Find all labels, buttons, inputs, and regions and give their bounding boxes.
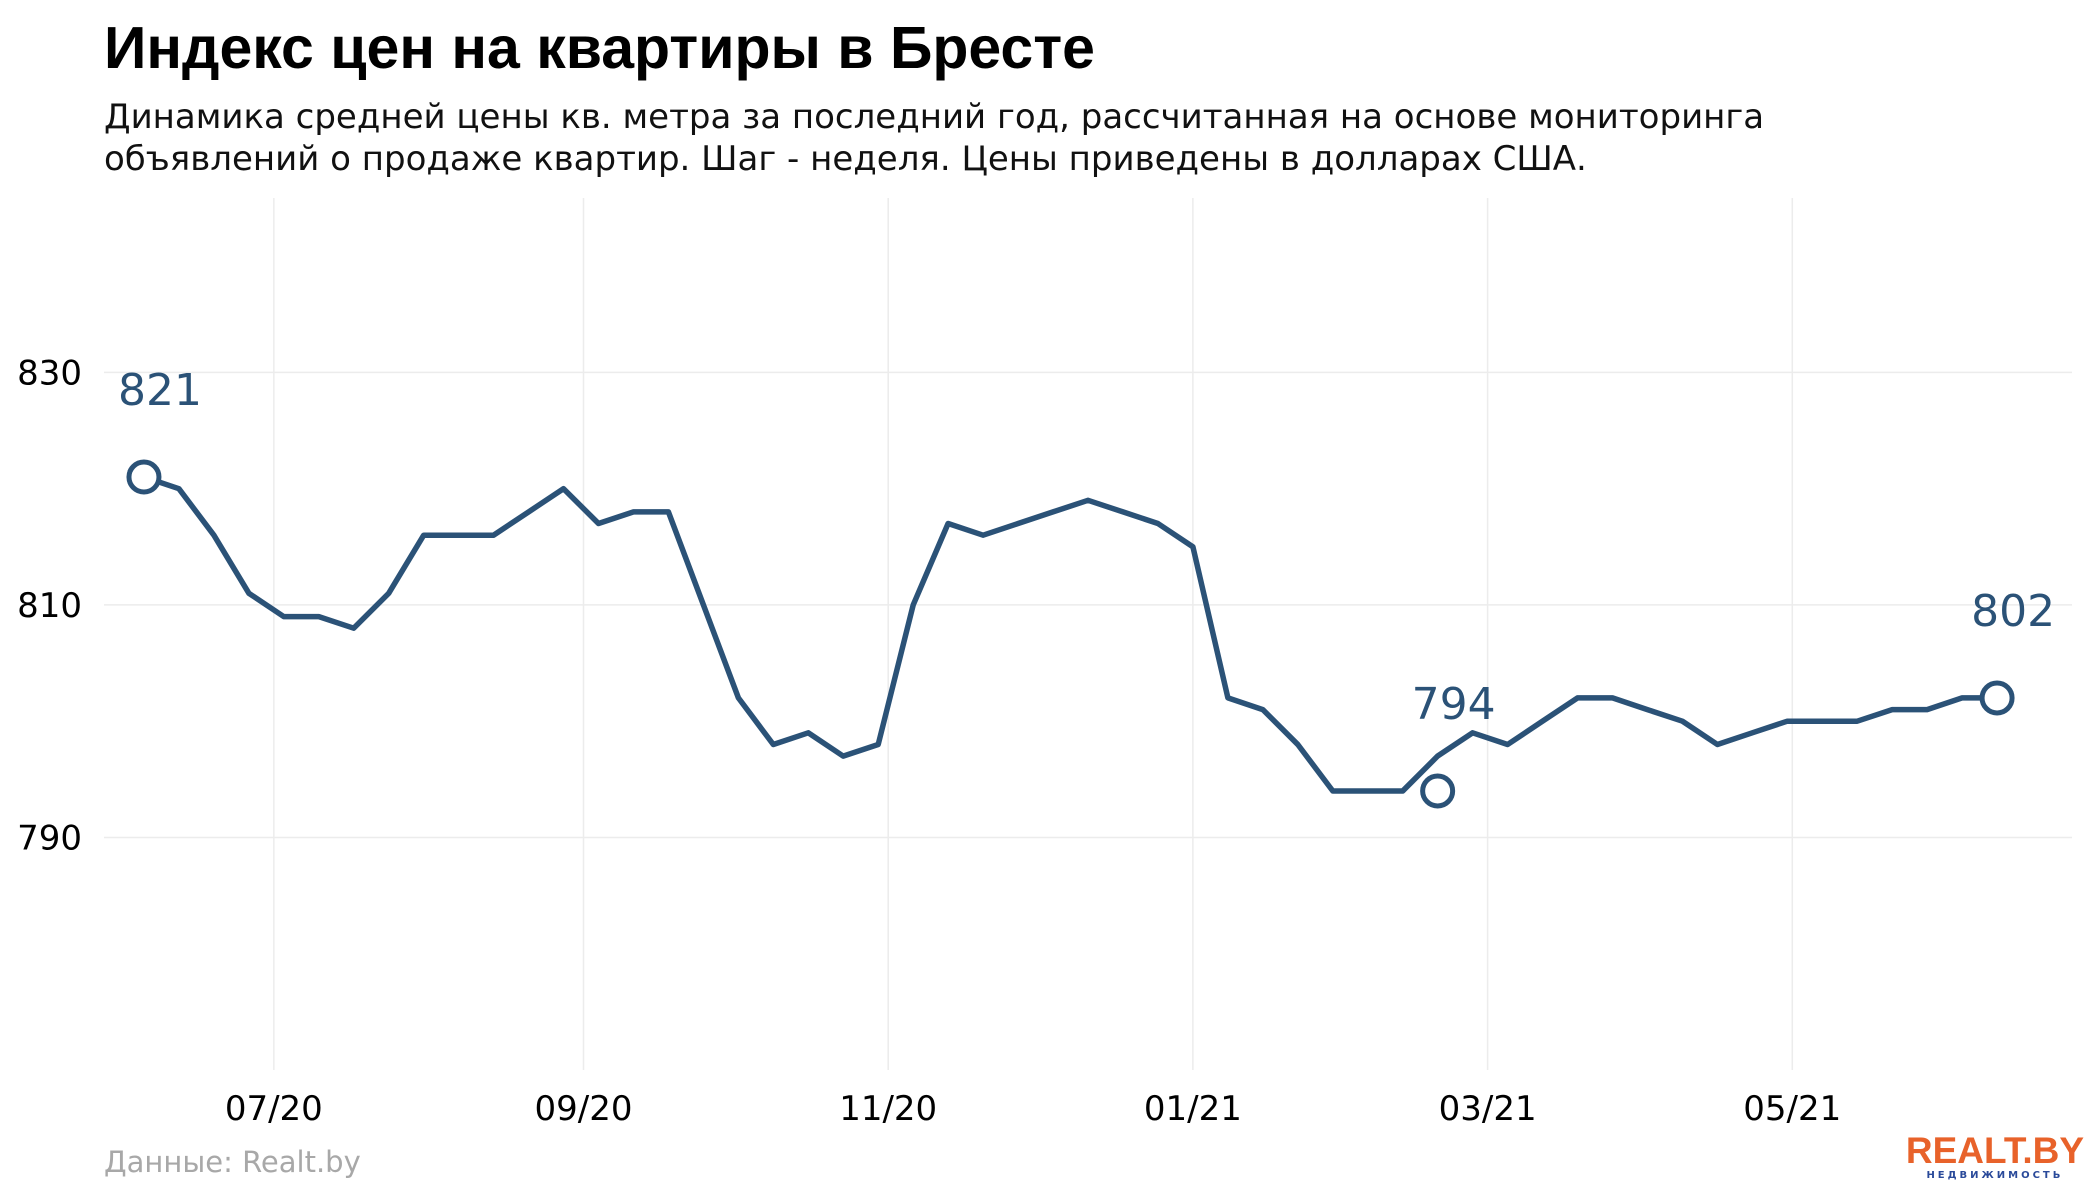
x-tick-label: 07/20 — [225, 1089, 323, 1129]
x-tick-label: 05/21 — [1743, 1089, 1841, 1129]
chart-subtitle: Динамика средней цены кв. метра за после… — [104, 96, 2004, 180]
series — [141, 474, 2000, 794]
annotations: 821 794 802 — [118, 365, 2055, 809]
x-tick-label: 09/20 — [535, 1089, 633, 1129]
y-axis: 790 810 830 — [17, 353, 82, 858]
x-tick-label: 03/21 — [1439, 1089, 1537, 1129]
chart-title: Индекс цен на квартиры в Бресте — [104, 15, 1095, 81]
annotation-label: 794 — [1412, 679, 1496, 730]
annotation-marker — [1420, 773, 1456, 809]
x-tick-label: 11/20 — [839, 1089, 937, 1129]
logo-text: REALT.BY — [1905, 1130, 2084, 1171]
realt-logo: REALT.BY НЕДВИЖИМОСТЬ — [1905, 1130, 2084, 1182]
y-tick-label: 830 — [17, 353, 82, 393]
annotation-label: 802 — [1971, 586, 2055, 637]
grid — [104, 198, 2072, 1070]
data-source: Данные: Realt.by — [104, 1145, 361, 1179]
x-tick-label: 01/21 — [1144, 1089, 1242, 1129]
x-axis: 07/20 09/20 11/20 01/21 03/21 05/21 — [225, 1089, 1841, 1129]
annotation-label: 821 — [118, 365, 202, 416]
y-tick-label: 810 — [17, 586, 82, 626]
annotation-marker — [126, 459, 162, 495]
subtitle-line-2: объявлений о продаже квартир. Шаг - неде… — [104, 139, 1587, 179]
logo-subtext: НЕДВИЖИМОСТЬ — [1926, 1170, 2064, 1181]
series-line — [141, 474, 2000, 794]
annotation-marker — [1979, 680, 2015, 716]
subtitle-line-1: Динамика средней цены кв. метра за после… — [104, 97, 1765, 137]
y-tick-label: 790 — [17, 818, 82, 858]
